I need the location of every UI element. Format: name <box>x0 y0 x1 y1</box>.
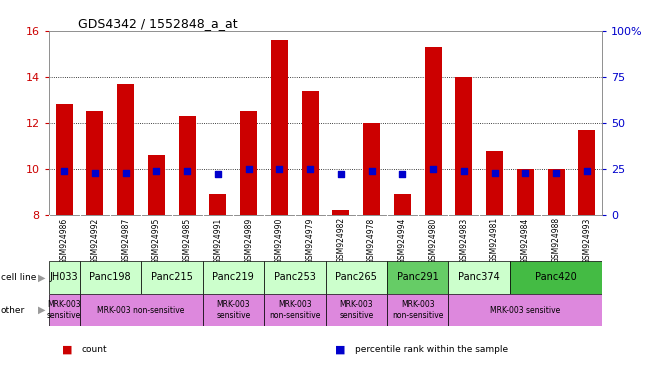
Text: MRK-003 sensitive: MRK-003 sensitive <box>490 306 561 314</box>
Bar <box>56 104 73 215</box>
Point <box>490 170 500 176</box>
Bar <box>301 91 318 215</box>
Text: MRK-003 non-sensitive: MRK-003 non-sensitive <box>98 306 185 314</box>
Text: GSM924981: GSM924981 <box>490 217 499 263</box>
Text: ■: ■ <box>62 344 72 354</box>
Bar <box>578 130 595 215</box>
Bar <box>117 84 134 215</box>
Point <box>243 166 254 172</box>
Point <box>458 168 469 174</box>
Bar <box>486 151 503 215</box>
Bar <box>141 261 202 294</box>
Text: GSM924985: GSM924985 <box>183 217 191 263</box>
Point <box>428 166 438 172</box>
Text: Panc291: Panc291 <box>397 272 439 283</box>
Bar <box>79 261 141 294</box>
Bar <box>264 261 326 294</box>
Bar <box>387 261 449 294</box>
Text: GSM924991: GSM924991 <box>214 217 223 263</box>
Point <box>90 170 100 176</box>
Point <box>305 166 315 172</box>
Bar <box>517 169 534 215</box>
Text: GSM924992: GSM924992 <box>90 217 100 263</box>
Bar <box>363 123 380 215</box>
Point <box>274 166 284 172</box>
Text: GSM924980: GSM924980 <box>428 217 437 263</box>
Bar <box>333 210 350 215</box>
Text: Panc420: Panc420 <box>535 272 577 283</box>
Text: GSM924984: GSM924984 <box>521 217 530 263</box>
Point <box>120 170 131 176</box>
Bar <box>456 77 472 215</box>
Bar <box>547 169 564 215</box>
Point <box>182 168 193 174</box>
Text: other: other <box>1 306 25 314</box>
Text: GSM924995: GSM924995 <box>152 217 161 264</box>
Bar <box>326 261 387 294</box>
Bar <box>210 194 227 215</box>
Point <box>336 171 346 177</box>
Point <box>367 168 377 174</box>
Text: ■: ■ <box>335 344 346 354</box>
Text: GSM924988: GSM924988 <box>551 217 561 263</box>
Text: Panc198: Panc198 <box>89 272 131 283</box>
Text: GSM924983: GSM924983 <box>460 217 468 263</box>
Bar <box>449 294 602 326</box>
Bar <box>87 111 104 215</box>
Bar <box>264 294 326 326</box>
Point <box>397 171 408 177</box>
Text: ▶: ▶ <box>38 305 46 315</box>
Text: ▶: ▶ <box>38 272 46 283</box>
Bar <box>202 294 264 326</box>
Text: GSM924986: GSM924986 <box>60 217 69 263</box>
Text: JH033: JH033 <box>50 272 79 283</box>
Text: GDS4342 / 1552848_a_at: GDS4342 / 1552848_a_at <box>78 17 238 30</box>
Text: GSM924990: GSM924990 <box>275 217 284 264</box>
Text: cell line: cell line <box>1 273 36 282</box>
Point <box>520 170 531 176</box>
Bar <box>326 294 387 326</box>
Point <box>581 168 592 174</box>
Text: MRK-003
non-sensitive: MRK-003 non-sensitive <box>392 300 443 320</box>
Bar <box>148 155 165 215</box>
Text: count: count <box>81 345 107 354</box>
Bar <box>240 111 257 215</box>
Point <box>213 171 223 177</box>
Text: Panc219: Panc219 <box>212 272 254 283</box>
Text: GSM924989: GSM924989 <box>244 217 253 263</box>
Text: GSM924987: GSM924987 <box>121 217 130 263</box>
Text: percentile rank within the sample: percentile rank within the sample <box>355 345 508 354</box>
Bar <box>394 194 411 215</box>
Bar <box>49 261 79 294</box>
Text: Panc265: Panc265 <box>335 272 377 283</box>
Bar <box>202 261 264 294</box>
Text: GSM924978: GSM924978 <box>367 217 376 263</box>
Point <box>151 168 161 174</box>
Text: GSM924982: GSM924982 <box>337 217 346 263</box>
Text: MRK-003
non-sensitive: MRK-003 non-sensitive <box>269 300 320 320</box>
Text: Panc215: Panc215 <box>151 272 193 283</box>
Bar <box>49 294 79 326</box>
Bar <box>449 261 510 294</box>
Point <box>551 170 561 176</box>
Point <box>59 168 70 174</box>
Text: Panc253: Panc253 <box>274 272 316 283</box>
Text: GSM924994: GSM924994 <box>398 217 407 264</box>
Bar <box>179 116 195 215</box>
Text: Panc374: Panc374 <box>458 272 500 283</box>
Text: MRK-003
sensitive: MRK-003 sensitive <box>47 300 81 320</box>
Bar <box>424 47 441 215</box>
Text: MRK-003
sensitive: MRK-003 sensitive <box>339 300 374 320</box>
Bar <box>387 294 449 326</box>
Text: GSM924993: GSM924993 <box>582 217 591 264</box>
Bar <box>79 294 202 326</box>
Text: GSM924979: GSM924979 <box>305 217 314 264</box>
Bar <box>510 261 602 294</box>
Text: MRK-003
sensitive: MRK-003 sensitive <box>216 300 251 320</box>
Bar <box>271 40 288 215</box>
